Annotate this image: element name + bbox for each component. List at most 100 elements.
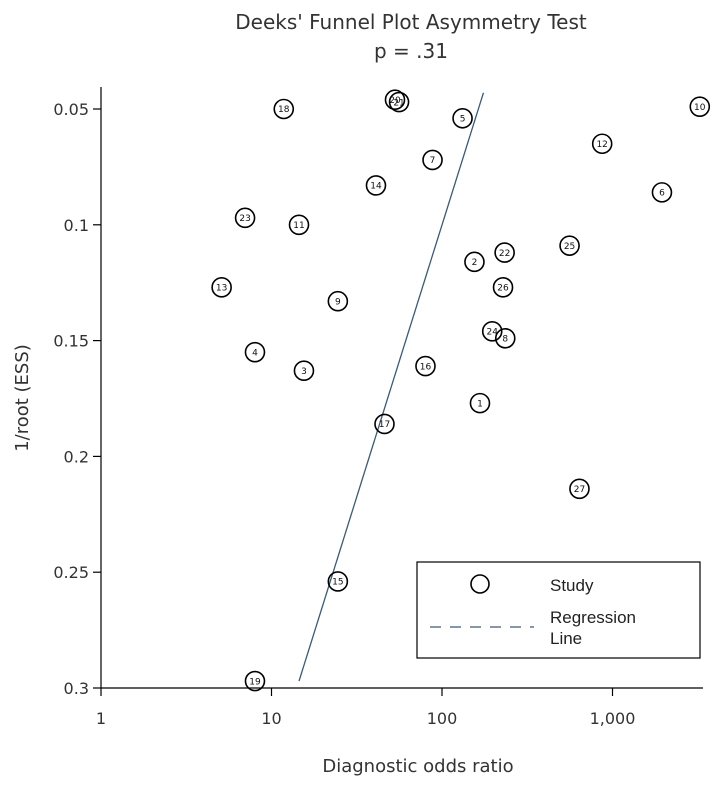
x-tick-label: 100 [427,709,458,728]
study-label: 4 [252,348,258,358]
study-point-18: 18 [273,98,295,120]
study-marker [234,207,256,229]
study-point-27: 27 [569,478,590,500]
study-point-14: 14 [365,175,387,196]
study-label: 7 [430,156,436,166]
study-marker [559,235,580,256]
study-label: 12 [596,140,607,150]
study-label: 19 [249,677,261,687]
study-marker [244,341,266,363]
y-tick-label: 0.2 [64,447,89,466]
legend-study-marker [470,574,490,594]
x-tick-label: 10 [261,709,281,728]
study-marker [293,360,315,382]
y-tick-label: 0.15 [53,332,89,351]
regression-line [298,92,485,682]
study-marker [422,149,443,171]
y-tick-label: 0.05 [53,100,89,119]
study-point-8: 8 [494,327,516,349]
study-point-16: 16 [415,355,436,377]
y-tick-label: 0.25 [53,563,89,582]
chart-title: Deeks' Funnel Plot Asymmetry Test [235,10,587,34]
study-marker [415,355,436,377]
study-point-26: 26 [492,277,514,298]
study-marker [481,321,503,342]
study-point-9: 9 [327,290,349,312]
legend-regression-label-line1: Regression [550,608,636,627]
study-label: 27 [574,485,585,495]
study-point-17: 17 [374,413,395,435]
study-point-5: 5 [452,107,473,129]
study-label: 16 [420,362,432,372]
study-label: 25 [564,242,575,252]
study-marker [365,175,387,196]
y-tick-label: 0.1 [64,216,89,235]
study-label: 17 [379,420,390,430]
study-marker [384,89,406,111]
study-label: 15 [332,578,343,588]
study-label: 2 [472,258,478,268]
study-marker [492,277,514,298]
study-marker [469,392,491,414]
study-label: 23 [239,214,250,224]
x-tick-label: 1 [96,709,106,728]
study-label: 9 [335,297,341,307]
x-axis-label: Diagnostic odds ratio [322,756,513,777]
study-label: 1 [477,399,483,409]
study-points: 1234567891011121314151617181920212223242… [211,89,711,692]
study-point-19: 19 [244,670,266,692]
study-label: 21 [393,98,404,108]
study-label: 22 [499,249,510,259]
study-marker [494,327,516,349]
study-marker [388,91,410,113]
x-tick-label: 1,000 [590,709,636,728]
study-marker [591,133,613,155]
legend-study-label: Study [550,576,594,595]
study-point-4: 4 [244,341,266,363]
y-ticks: 0.05 0.1 0.15 0.2 0.25 0.3 [53,100,101,698]
study-point-3: 3 [293,360,315,382]
legend-regression-label-line2: Line [550,629,582,648]
study-point-7: 7 [422,149,443,171]
study-label: 24 [486,328,498,338]
study-point-23: 23 [234,207,256,229]
x-ticks: 1 10 100 1,000 [96,688,636,728]
chart-subtitle: p = .31 [374,39,448,63]
study-marker [244,670,266,692]
study-point-15: 15 [327,571,349,592]
study-marker [327,290,349,312]
study-point-20: 20 [384,89,406,111]
study-marker [689,96,711,117]
study-label: 20 [389,96,401,106]
study-label: 11 [293,221,304,231]
study-point-2: 2 [464,251,485,273]
study-marker [494,242,515,263]
study-point-1: 1 [469,392,491,414]
study-marker [569,478,590,500]
study-marker [374,413,395,435]
study-label: 14 [370,182,382,192]
study-point-10: 10 [689,96,711,117]
study-label: 18 [278,105,290,115]
study-point-25: 25 [559,235,580,256]
study-marker [651,182,673,203]
study-marker [327,571,349,592]
study-marker [273,98,295,120]
study-marker [464,251,485,273]
study-label: 5 [460,114,466,124]
study-point-22: 22 [494,242,515,263]
study-point-11: 11 [288,214,310,236]
study-point-24: 24 [481,321,503,342]
study-marker [452,107,473,129]
legend-box [416,561,701,659]
study-point-21: 21 [388,91,410,113]
study-label: 26 [497,284,509,294]
study-label: 13 [216,284,227,294]
y-tick-label: 0.3 [64,679,89,698]
study-marker [288,214,310,236]
study-label: 8 [502,334,508,344]
study-label: 6 [659,189,665,199]
study-label: 10 [694,103,706,113]
study-point-12: 12 [591,133,613,155]
